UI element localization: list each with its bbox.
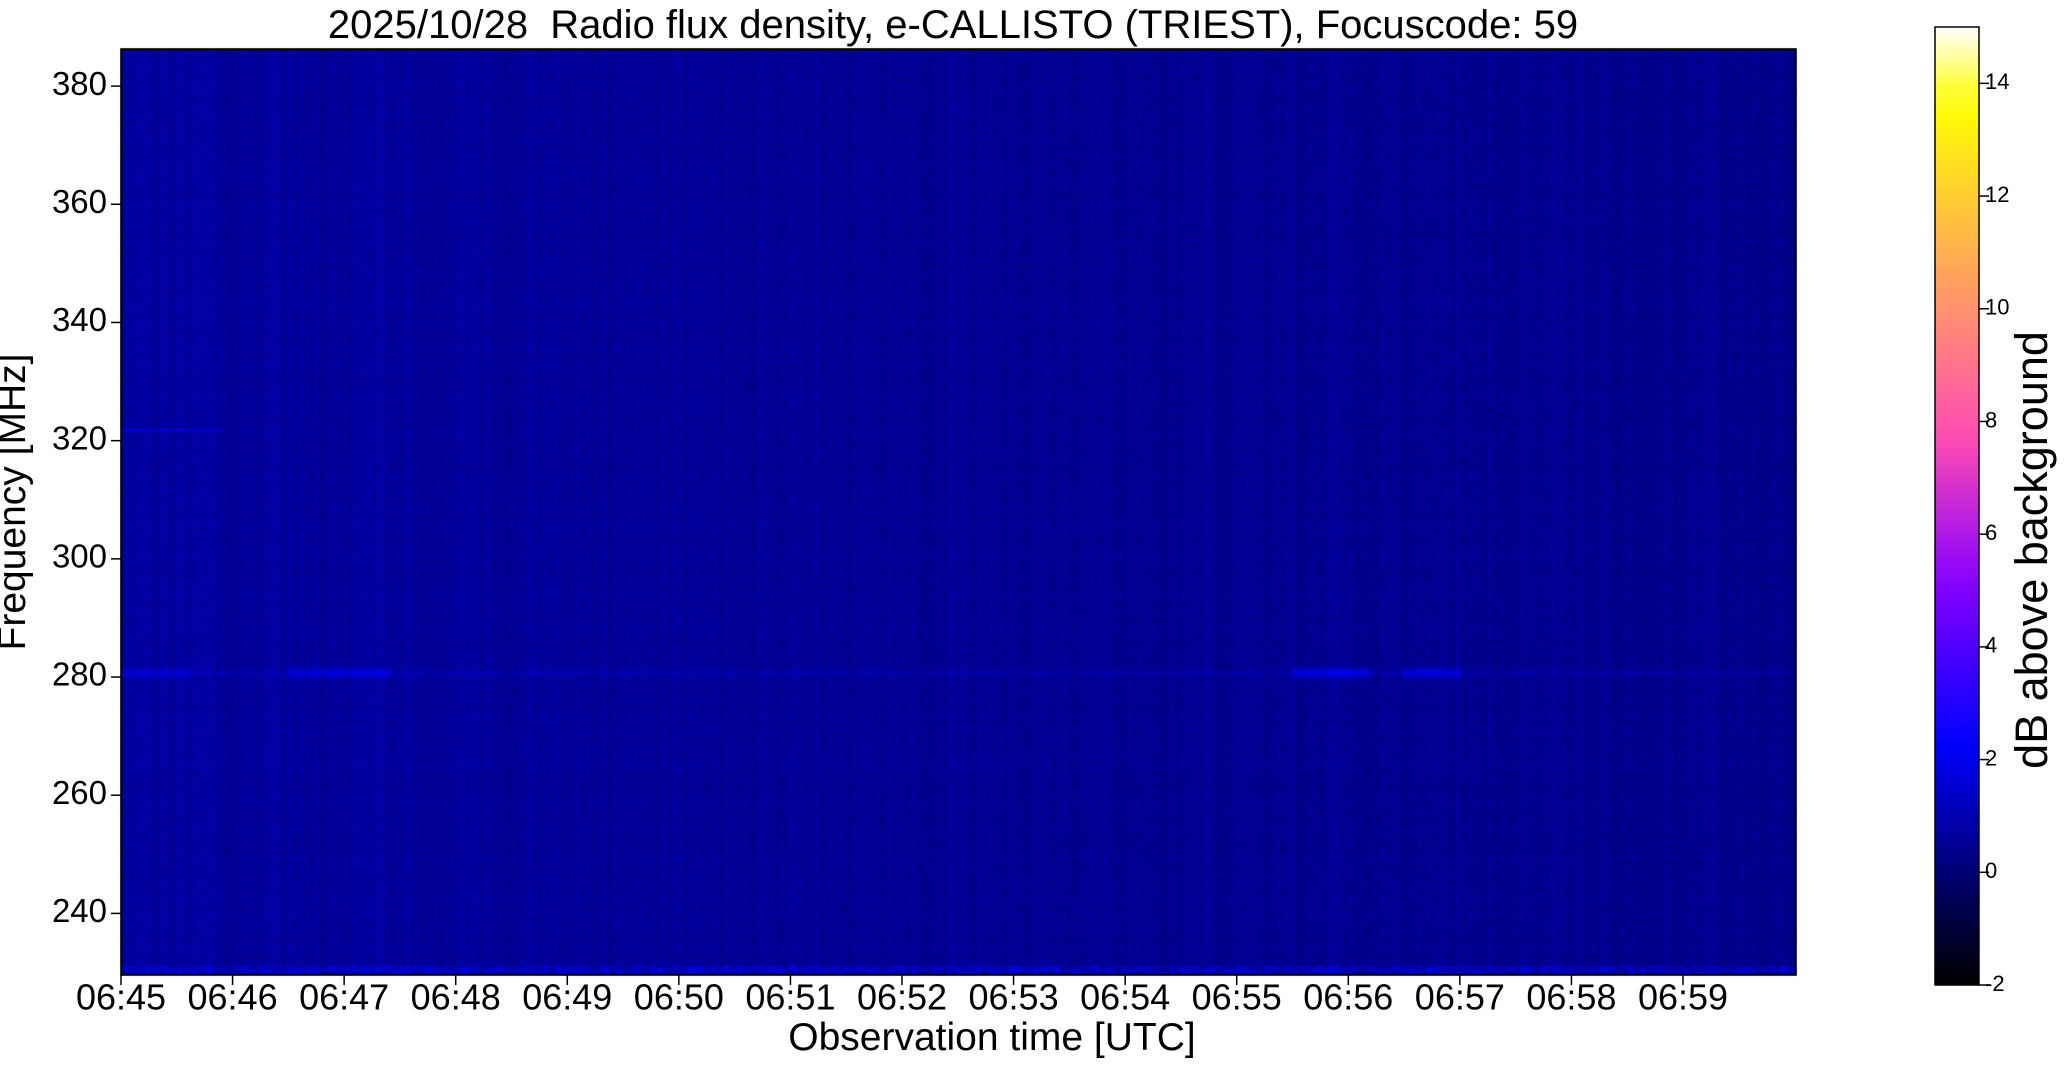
svg-text:06:49: 06:49	[522, 976, 612, 1017]
svg-text:06:59: 06:59	[1638, 976, 1728, 1017]
svg-text:2: 2	[1985, 745, 1997, 770]
svg-text:06:47: 06:47	[299, 976, 389, 1017]
svg-text:240: 240	[52, 892, 107, 929]
svg-text:360: 360	[52, 183, 107, 220]
svg-text:10: 10	[1985, 295, 2009, 320]
svg-text:2025/10/28 Radio flux density: 2025/10/28 Radio flux density, e-CALLIST…	[328, 3, 1578, 47]
svg-text:06:45: 06:45	[76, 976, 166, 1017]
svg-text:06:57: 06:57	[1415, 976, 1505, 1017]
svg-text:260: 260	[52, 774, 107, 811]
svg-text:300: 300	[52, 538, 107, 575]
svg-text:8: 8	[1985, 407, 1997, 432]
svg-text:06:53: 06:53	[969, 976, 1059, 1017]
svg-text:06:54: 06:54	[1080, 976, 1170, 1017]
svg-text:Frequency [MHz]: Frequency [MHz]	[0, 354, 34, 651]
svg-text:12: 12	[1985, 182, 2009, 207]
svg-text:280: 280	[52, 656, 107, 693]
svg-text:Observation time [UTC]: Observation time [UTC]	[788, 1016, 1195, 1059]
svg-text:4: 4	[1985, 633, 1997, 658]
svg-text:320: 320	[52, 419, 107, 456]
svg-text:06:48: 06:48	[411, 976, 501, 1017]
svg-text:380: 380	[52, 65, 107, 102]
svg-text:06:51: 06:51	[745, 976, 835, 1017]
svg-text:14: 14	[1985, 69, 2009, 94]
svg-text:dB above background: dB above background	[2006, 331, 2057, 769]
svg-text:06:46: 06:46	[188, 976, 278, 1017]
svg-text:06:52: 06:52	[857, 976, 947, 1017]
svg-text:6: 6	[1985, 520, 1997, 545]
svg-text:06:55: 06:55	[1192, 976, 1282, 1017]
svg-text:340: 340	[52, 301, 107, 338]
svg-text:06:50: 06:50	[634, 976, 724, 1017]
svg-text:06:56: 06:56	[1303, 976, 1393, 1017]
svg-text:0: 0	[1985, 858, 1997, 883]
svg-text:06:58: 06:58	[1526, 976, 1616, 1017]
svg-text:-2: -2	[1985, 971, 2005, 996]
